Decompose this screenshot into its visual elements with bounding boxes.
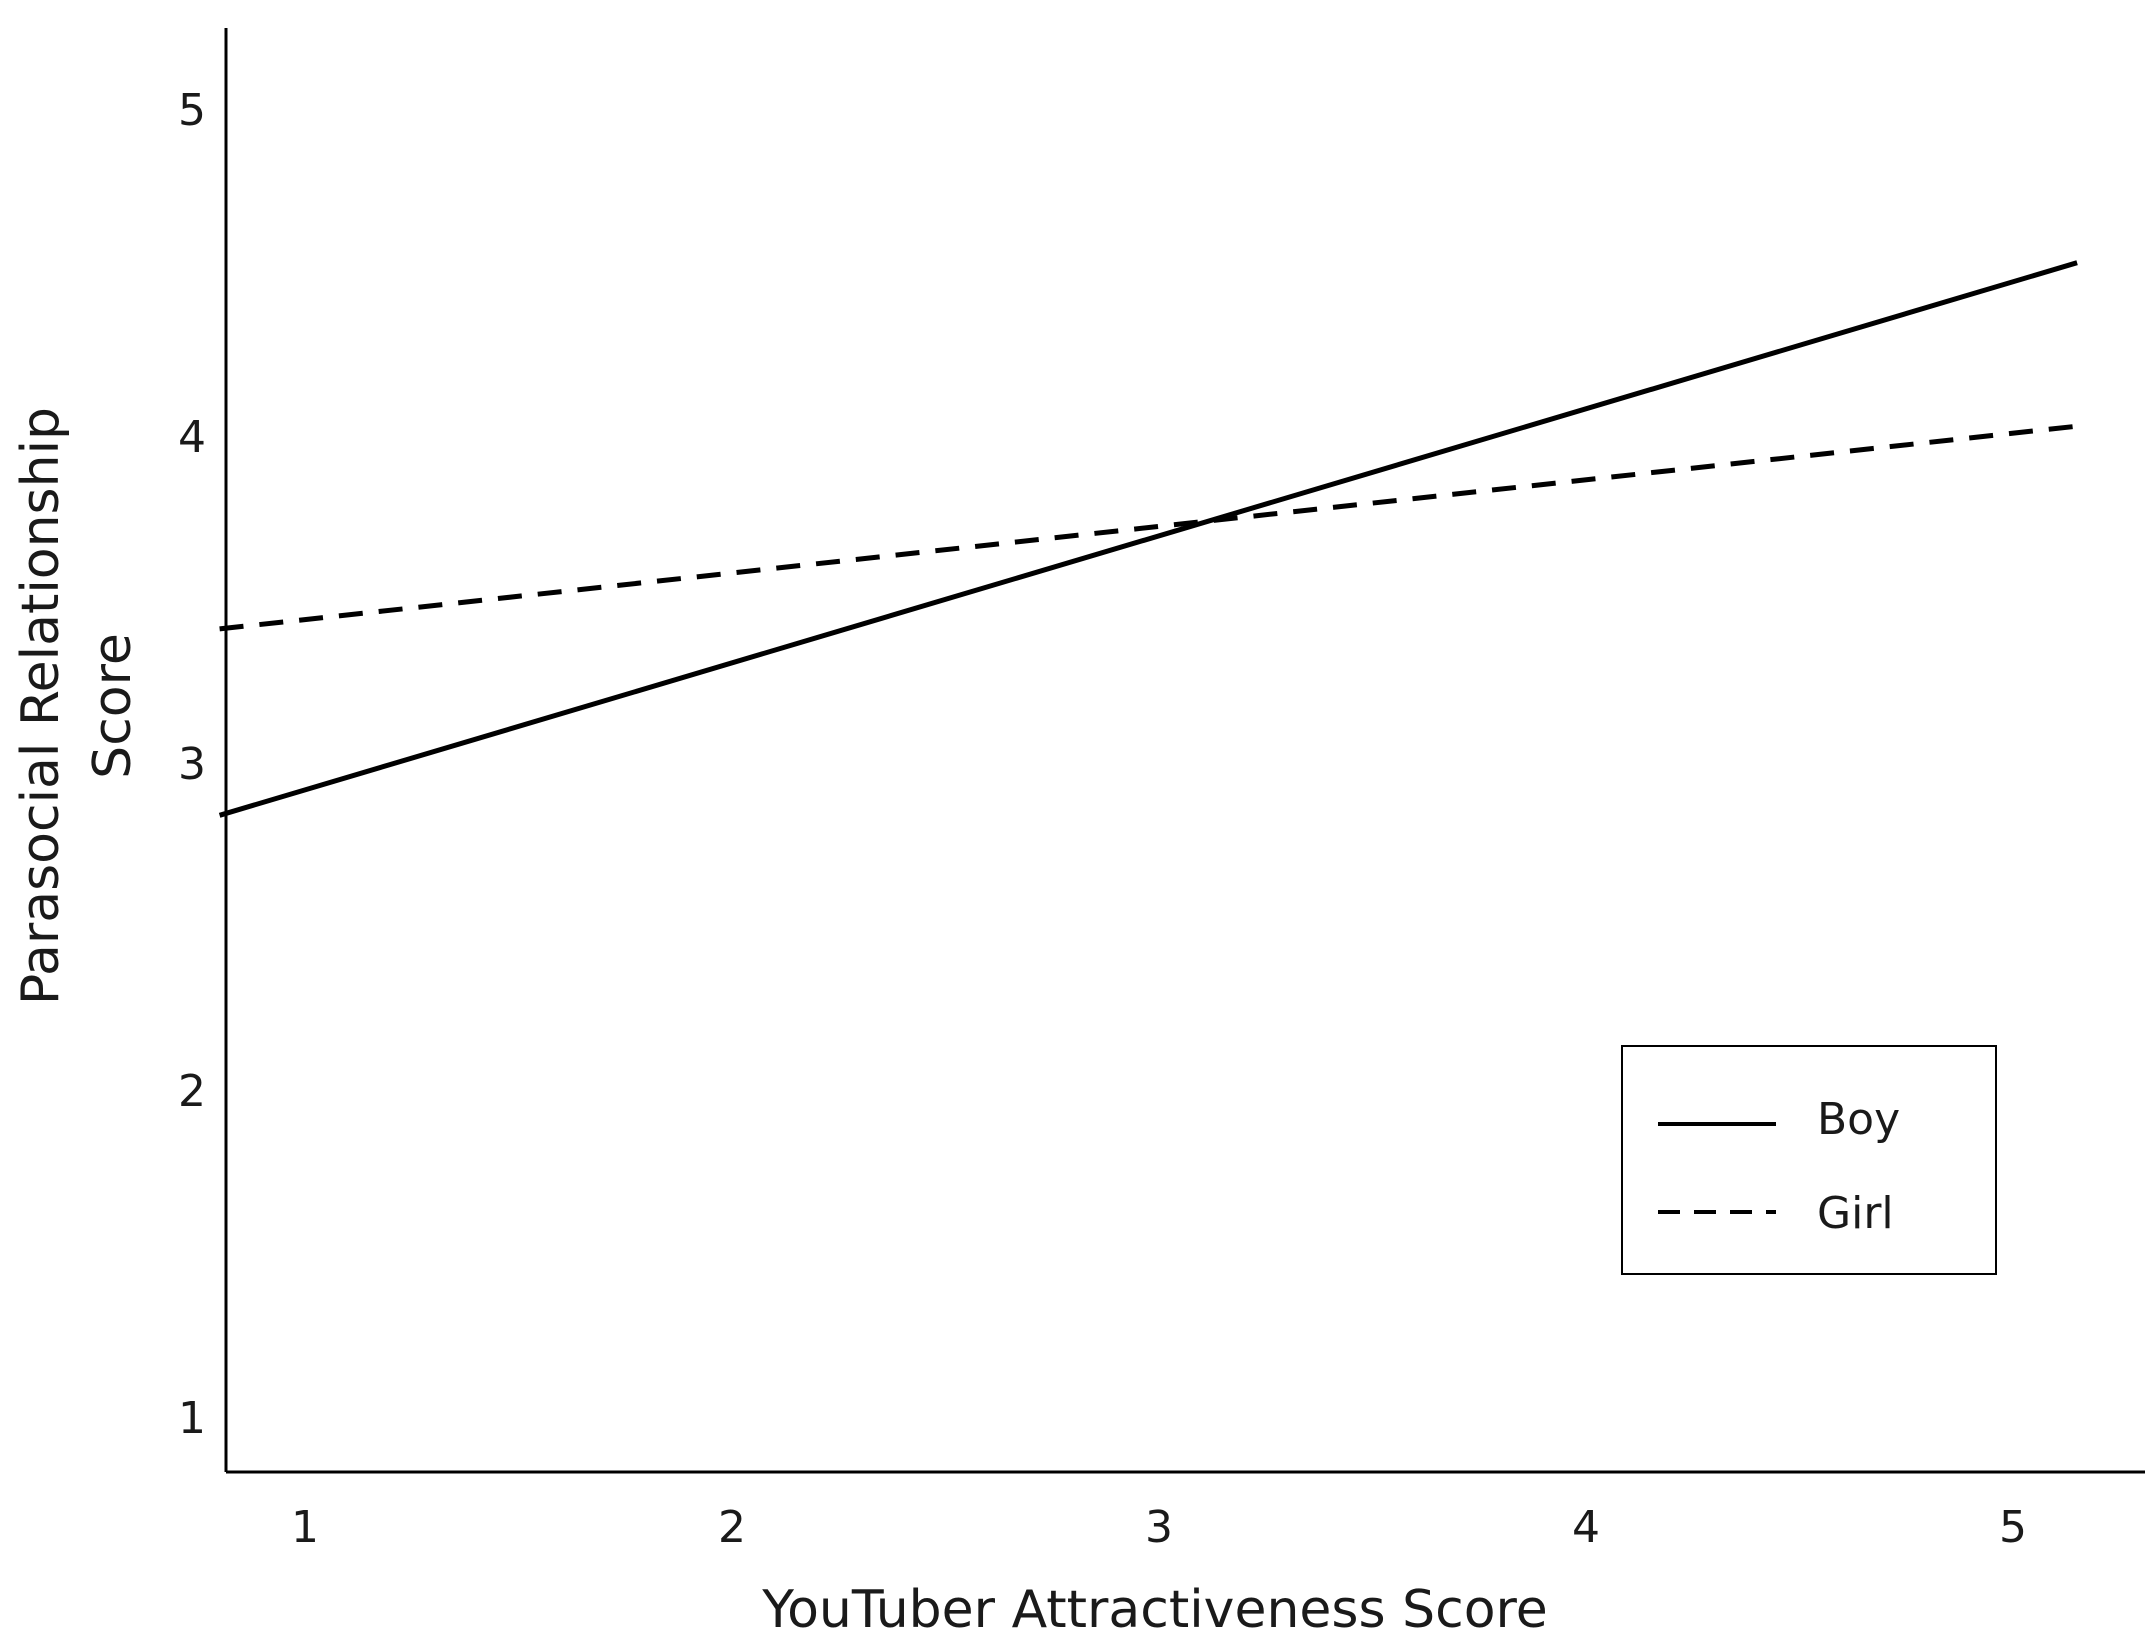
legend: Boy Girl [1621,1045,1997,1275]
x-tick-label: 2 [718,1502,746,1553]
series-line-girl [219,423,2078,632]
y-tick-label: 5 [178,85,206,136]
x-tick-label: 5 [1999,1502,2027,1553]
x-tick-labels: 1 2 3 4 5 [291,1502,2027,1553]
series-line-boy [218,260,2078,818]
legend-box [1621,1045,1997,1275]
x-tick-label: 3 [1145,1502,1173,1553]
x-tick-label: 4 [1572,1502,1600,1553]
y-axis-title: Parasocial Relationship Score [11,407,143,1005]
x-axis-title: YouTuber Attractiveness Score [761,1580,1548,1640]
y-tick-label: 2 [178,1066,206,1117]
legend-label-girl: Girl [1817,1188,1894,1239]
y-tick-label: 4 [178,412,206,463]
y-tick-label: 3 [178,739,206,790]
series-layer [218,260,2078,818]
y-tick-labels: 1 2 3 4 5 [178,85,206,1444]
legend-label-boy: Boy [1817,1094,1900,1145]
y-axis-title-line2: Score [83,633,143,779]
y-tick-label: 1 [178,1393,206,1444]
x-tick-label: 1 [291,1502,319,1553]
y-axis-title-line1: Parasocial Relationship [11,407,71,1005]
